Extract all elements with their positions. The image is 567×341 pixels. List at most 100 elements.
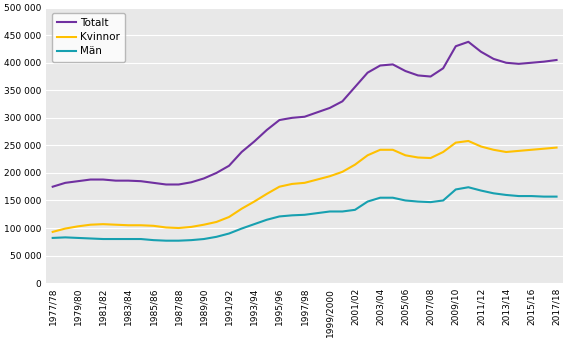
Män: [352, 208, 358, 212]
Totalt: [100, 177, 107, 181]
Män: [490, 191, 497, 195]
Kvinnor: [264, 192, 270, 196]
Totalt: [226, 164, 232, 168]
Män: [100, 237, 107, 241]
Män: [289, 213, 295, 217]
Kvinnor: [87, 223, 94, 227]
Män: [528, 194, 535, 198]
Kvinnor: [201, 223, 208, 227]
Män: [175, 239, 182, 243]
Kvinnor: [276, 184, 283, 189]
Line: Totalt: Totalt: [53, 42, 557, 187]
Totalt: [465, 40, 472, 44]
Totalt: [276, 118, 283, 122]
Totalt: [251, 139, 257, 144]
Kvinnor: [465, 139, 472, 143]
Kvinnor: [503, 150, 510, 154]
Kvinnor: [238, 207, 245, 211]
Totalt: [427, 74, 434, 78]
Män: [427, 200, 434, 204]
Män: [440, 198, 447, 203]
Män: [301, 213, 308, 217]
Män: [503, 193, 510, 197]
Kvinnor: [352, 163, 358, 167]
Kvinnor: [74, 224, 81, 228]
Totalt: [62, 181, 69, 185]
Män: [327, 209, 333, 213]
Män: [188, 238, 194, 242]
Kvinnor: [377, 148, 384, 152]
Kvinnor: [402, 153, 409, 157]
Totalt: [87, 177, 94, 181]
Totalt: [112, 179, 119, 183]
Män: [452, 188, 459, 192]
Män: [137, 237, 144, 241]
Män: [314, 211, 320, 215]
Kvinnor: [452, 140, 459, 145]
Kvinnor: [553, 146, 560, 150]
Män: [276, 214, 283, 219]
Totalt: [188, 180, 194, 184]
Män: [163, 239, 170, 243]
Totalt: [402, 69, 409, 73]
Totalt: [390, 62, 396, 66]
Legend: Totalt, Kvinnor, Män: Totalt, Kvinnor, Män: [52, 13, 125, 62]
Män: [238, 226, 245, 231]
Män: [226, 232, 232, 236]
Män: [553, 195, 560, 199]
Kvinnor: [440, 150, 447, 154]
Kvinnor: [163, 225, 170, 229]
Män: [74, 236, 81, 240]
Män: [264, 218, 270, 222]
Män: [150, 238, 157, 242]
Totalt: [553, 58, 560, 62]
Kvinnor: [301, 181, 308, 185]
Totalt: [339, 99, 346, 103]
Totalt: [213, 171, 220, 175]
Män: [465, 185, 472, 189]
Totalt: [540, 60, 547, 64]
Totalt: [150, 181, 157, 185]
Kvinnor: [528, 148, 535, 152]
Män: [339, 209, 346, 213]
Totalt: [515, 62, 522, 66]
Totalt: [477, 50, 484, 54]
Män: [62, 235, 69, 239]
Totalt: [201, 176, 208, 180]
Män: [213, 235, 220, 239]
Totalt: [327, 106, 333, 110]
Män: [251, 222, 257, 226]
Män: [477, 189, 484, 193]
Totalt: [49, 184, 56, 189]
Kvinnor: [327, 174, 333, 178]
Totalt: [301, 115, 308, 119]
Totalt: [377, 63, 384, 68]
Totalt: [125, 179, 132, 183]
Kvinnor: [137, 223, 144, 227]
Män: [390, 196, 396, 200]
Män: [515, 194, 522, 198]
Kvinnor: [477, 145, 484, 149]
Kvinnor: [213, 220, 220, 224]
Totalt: [314, 110, 320, 114]
Kvinnor: [175, 226, 182, 230]
Totalt: [137, 179, 144, 183]
Kvinnor: [540, 147, 547, 151]
Kvinnor: [490, 148, 497, 152]
Kvinnor: [251, 199, 257, 204]
Kvinnor: [100, 222, 107, 226]
Kvinnor: [49, 230, 56, 234]
Totalt: [364, 71, 371, 75]
Totalt: [238, 150, 245, 154]
Kvinnor: [112, 223, 119, 227]
Totalt: [163, 182, 170, 187]
Kvinnor: [289, 182, 295, 186]
Män: [377, 196, 384, 200]
Totalt: [452, 44, 459, 48]
Män: [201, 237, 208, 241]
Män: [364, 199, 371, 204]
Män: [112, 237, 119, 241]
Totalt: [289, 116, 295, 120]
Män: [87, 236, 94, 240]
Totalt: [490, 57, 497, 61]
